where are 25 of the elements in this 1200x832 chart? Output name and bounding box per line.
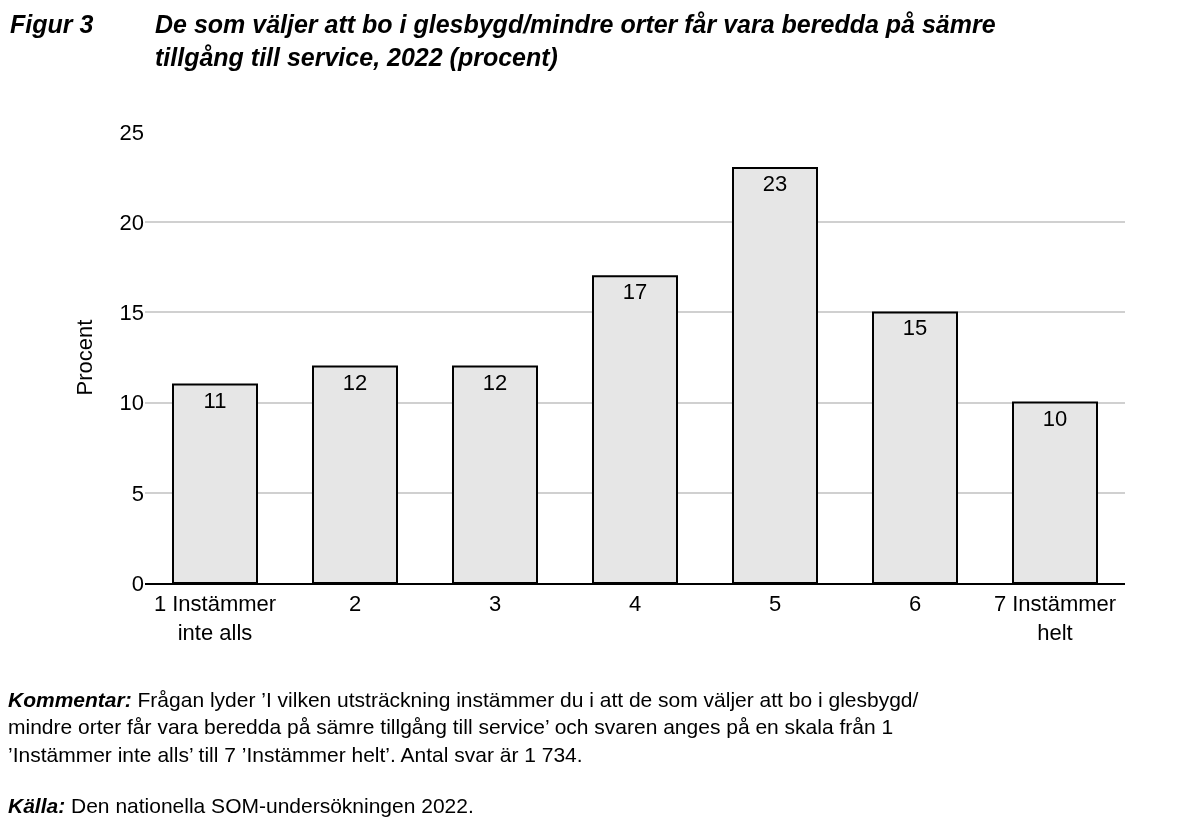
data-label: 15 bbox=[902, 315, 928, 341]
x-tick-label: 6 bbox=[908, 591, 922, 617]
x-tick-label: 5 bbox=[768, 591, 782, 617]
y-tick-label: 15 bbox=[119, 300, 144, 326]
y-tick-label: 0 bbox=[131, 570, 144, 596]
x-tick-label: 2 bbox=[348, 591, 362, 617]
x-tick-label: 3 bbox=[488, 591, 502, 617]
y-tick-label: 20 bbox=[119, 209, 144, 235]
data-label: 12 bbox=[482, 369, 508, 395]
y-tick-label: 25 bbox=[119, 119, 144, 145]
data-label: 11 bbox=[203, 387, 227, 413]
data-label: 12 bbox=[342, 369, 368, 395]
data-label: 10 bbox=[1042, 405, 1068, 431]
x-tick-label: 7 Instämmer helt bbox=[993, 591, 1117, 645]
y-tick-label: 5 bbox=[131, 480, 144, 506]
x-tick-label: 1 Instämmer inte alls bbox=[153, 591, 277, 645]
chart-title: Figur 3 bbox=[10, 10, 94, 38]
data-label: 17 bbox=[622, 279, 648, 305]
y-tick-label: 10 bbox=[119, 390, 144, 416]
chart-subtitle: De som väljer att bo i glesbygd/mindre orter får vara beredda på sämre tillgång till service, 2022 (procent) bbox=[155, 10, 996, 71]
y-axis-title: Procent bbox=[72, 319, 98, 396]
x-tick-label: 4 bbox=[628, 591, 642, 617]
text: Kommentar: Frågan lyder ’I vilken utsträckning instämmer du i att de som väljer att bo i glesbygd/ mindre orter får vara beredda på sämre tillgång till service’ och svaren anges på en skala från 1 ’Instämmer inte alls’ till 7 ’Instämmer helt’. Antal svar är 1 734. bbox=[8, 688, 919, 766]
data-label: 23 bbox=[762, 171, 788, 197]
text: Källa: Den nationella SOM-undersökningen 2022. bbox=[8, 794, 474, 817]
